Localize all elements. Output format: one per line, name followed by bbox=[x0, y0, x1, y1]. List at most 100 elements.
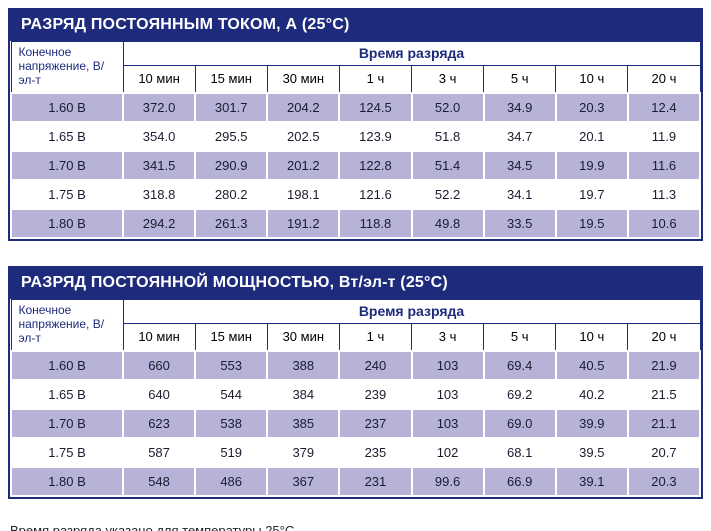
table-row: 1.70 В 341.5 290.9 201.2 122.8 51.4 34.5 19.9 11… bbox=[10, 150, 702, 181]
value-cell: 11.9 bbox=[626, 121, 702, 152]
value-cell: 66.9 bbox=[482, 466, 557, 497]
value-cell: 19.7 bbox=[554, 179, 629, 210]
value-cell: 202.5 bbox=[266, 121, 341, 152]
voltage-label: 1.70 В bbox=[10, 150, 124, 181]
value-cell: 21.5 bbox=[626, 379, 702, 410]
footer-text-fragment: Время разряда указано для температуры 25… bbox=[10, 524, 703, 531]
value-cell: 33.5 bbox=[482, 208, 557, 239]
value-cell: 191.2 bbox=[266, 208, 341, 239]
voltage-label: 1.60 В bbox=[10, 350, 124, 381]
value-cell: 39.9 bbox=[554, 408, 629, 439]
table-row: 1.70 В 623 538 385 237 103 69.0 39.9 21.1 bbox=[10, 408, 702, 439]
value-cell: 34.7 bbox=[482, 121, 557, 152]
corner-header: Конечное напряжение, В/эл-т bbox=[10, 299, 124, 352]
value-cell: 235 bbox=[338, 437, 413, 468]
value-cell: 52.0 bbox=[410, 92, 485, 123]
value-cell: 354.0 bbox=[121, 121, 197, 152]
table-row: 1.75 В 318.8 280.2 198.1 121.6 52.2 34.1 19.7 11… bbox=[10, 179, 702, 210]
value-cell: 39.1 bbox=[554, 466, 629, 497]
column-header: 10 ч bbox=[555, 323, 629, 352]
header-row-top: Конечное напряжение, В/эл-т Время разряд… bbox=[10, 299, 701, 352]
voltage-label: 1.80 В bbox=[10, 466, 124, 497]
table-title: РАЗРЯД ПОСТОЯННЫМ ТОКОМ, А (25°C) bbox=[10, 10, 701, 41]
value-cell: 261.3 bbox=[194, 208, 269, 239]
value-cell: 34.1 bbox=[482, 179, 557, 210]
voltage-label: 1.75 В bbox=[10, 179, 124, 210]
table-row: 1.80 В 548 486 367 231 99.6 66.9 39.1 20.3 bbox=[10, 466, 702, 497]
value-cell: 318.8 bbox=[121, 179, 197, 210]
voltage-label: 1.70 В bbox=[10, 408, 124, 439]
value-cell: 51.8 bbox=[410, 121, 485, 152]
value-cell: 240 bbox=[338, 350, 413, 381]
value-cell: 587 bbox=[121, 437, 197, 468]
value-cell: 20.3 bbox=[626, 466, 702, 497]
value-cell: 99.6 bbox=[410, 466, 485, 497]
value-cell: 21.9 bbox=[626, 350, 702, 381]
column-header: 5 ч bbox=[483, 323, 557, 352]
time-header: Время разряда bbox=[122, 41, 701, 66]
value-cell: 280.2 bbox=[194, 179, 269, 210]
value-cell: 294.2 bbox=[121, 208, 197, 239]
column-header: 10 мин bbox=[122, 323, 196, 352]
column-header: 1 ч bbox=[338, 323, 413, 352]
voltage-label: 1.75 В bbox=[10, 437, 124, 468]
value-cell: 660 bbox=[121, 350, 197, 381]
table-row: 1.80 В 294.2 261.3 191.2 118.8 49.8 33.5 19.5 10… bbox=[10, 208, 702, 239]
voltage-label: 1.65 В bbox=[10, 379, 124, 410]
value-cell: 19.9 bbox=[554, 150, 629, 181]
value-cell: 19.5 bbox=[554, 208, 629, 239]
value-cell: 39.5 bbox=[554, 437, 629, 468]
discharge-power-table: РАЗРЯД ПОСТОЯННОЙ МОЩНОСТЬЮ, Вт/эл-т (25… bbox=[8, 266, 703, 499]
value-cell: 12.4 bbox=[626, 92, 702, 123]
value-cell: 290.9 bbox=[194, 150, 269, 181]
column-header: 3 ч bbox=[410, 65, 485, 94]
column-header: 1 ч bbox=[338, 65, 413, 94]
value-cell: 640 bbox=[121, 379, 197, 410]
table-row: 1.75 В 587 519 379 235 102 68.1 39.5 20.7 bbox=[10, 437, 702, 468]
value-cell: 20.1 bbox=[554, 121, 629, 152]
value-cell: 103 bbox=[410, 379, 485, 410]
voltage-label: 1.65 В bbox=[10, 121, 124, 152]
column-header: 30 мин bbox=[266, 65, 340, 94]
value-cell: 385 bbox=[266, 408, 341, 439]
value-cell: 239 bbox=[338, 379, 413, 410]
table-row: 1.65 В 354.0 295.5 202.5 123.9 51.8 34.7 20.1 11… bbox=[10, 121, 702, 152]
value-cell: 204.2 bbox=[266, 92, 341, 123]
value-cell: 40.5 bbox=[554, 350, 629, 381]
time-header: Время разряда bbox=[122, 299, 701, 324]
column-header: 20 ч bbox=[627, 65, 701, 94]
value-cell: 123.9 bbox=[338, 121, 413, 152]
value-cell: 118.8 bbox=[338, 208, 413, 239]
value-cell: 367 bbox=[266, 466, 341, 497]
column-header: 15 мин bbox=[194, 65, 268, 94]
value-cell: 69.4 bbox=[482, 350, 557, 381]
value-cell: 52.2 bbox=[410, 179, 485, 210]
value-cell: 341.5 bbox=[121, 150, 197, 181]
value-cell: 553 bbox=[194, 350, 269, 381]
value-cell: 40.2 bbox=[554, 379, 629, 410]
value-cell: 544 bbox=[194, 379, 269, 410]
value-cell: 122.8 bbox=[338, 150, 413, 181]
column-header: 10 ч bbox=[555, 65, 629, 94]
discharge-current-table: РАЗРЯД ПОСТОЯННЫМ ТОКОМ, А (25°C) Конечн… bbox=[8, 8, 703, 241]
value-cell: 548 bbox=[121, 466, 197, 497]
value-cell: 201.2 bbox=[266, 150, 341, 181]
voltage-label: 1.60 В bbox=[10, 92, 124, 123]
value-cell: 10.6 bbox=[626, 208, 702, 239]
value-cell: 51.4 bbox=[410, 150, 485, 181]
value-cell: 69.0 bbox=[482, 408, 557, 439]
corner-header: Конечное напряжение, В/эл-т bbox=[10, 41, 124, 94]
value-cell: 49.8 bbox=[410, 208, 485, 239]
value-cell: 295.5 bbox=[194, 121, 269, 152]
data-table: Конечное напряжение, В/эл-т Время разряд… bbox=[10, 299, 702, 497]
data-table: Конечное напряжение, В/эл-т Время разряд… bbox=[10, 41, 702, 239]
value-cell: 384 bbox=[266, 379, 341, 410]
value-cell: 34.5 bbox=[482, 150, 557, 181]
column-header: 20 ч bbox=[627, 323, 701, 352]
value-cell: 379 bbox=[266, 437, 341, 468]
value-cell: 68.1 bbox=[482, 437, 557, 468]
value-cell: 21.1 bbox=[626, 408, 702, 439]
